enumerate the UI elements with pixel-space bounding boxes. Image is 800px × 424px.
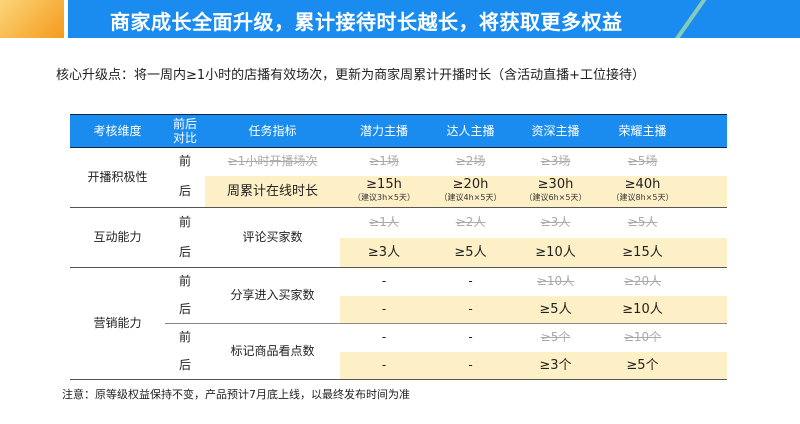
value-cell: ≥10人 xyxy=(513,237,598,268)
before-label: 前 xyxy=(178,154,191,169)
dimension-cell: 营销能力 xyxy=(70,267,165,380)
before-label: 前 xyxy=(178,274,191,289)
value-cell: ≥5人 xyxy=(428,237,513,268)
before-label: 前 xyxy=(178,215,191,230)
value-cell: - xyxy=(340,295,428,324)
value-cell: ≥20人 xyxy=(623,274,662,289)
value-cell: ≥3人 xyxy=(340,237,428,268)
task-cell: 周累计在线时长 xyxy=(205,175,340,208)
after-label: 后 xyxy=(165,295,205,324)
value-cell: ≥5场 xyxy=(627,154,658,169)
after-label: 后 xyxy=(165,175,205,208)
table-header: 考核维度 前后对比 任务指标 潜力主播 达人主播 资深主播 荣耀主播 xyxy=(70,114,727,148)
header-cell: 达人主播 xyxy=(428,114,513,148)
header-cell: 资深主播 xyxy=(513,114,598,148)
value-cell: - xyxy=(468,330,473,345)
value-cell: ≥3个 xyxy=(513,351,598,380)
value-cell: ≥10人 xyxy=(598,295,727,324)
footnote: 注意：原等级权益保持不变，产品预计7月底上线，以最终发布时间为准 xyxy=(62,388,410,401)
table-row: 后 - - ≥5人 ≥10人 xyxy=(70,295,727,324)
table-row: 营销能力 前 分享进入买家数 - - ≥10人 ≥20人 xyxy=(70,267,727,380)
table-row: 后 周累计在线时长 ≥15h （建议3h×5天） ≥20h （建议4h×5天） ≥3… xyxy=(70,175,727,208)
table-row: 后 ≥3人 ≥5人 ≥10人 ≥15人 xyxy=(70,237,727,268)
value-cell: - xyxy=(428,351,513,380)
task-cell: ≥1小时开播场次 xyxy=(227,154,318,169)
value-cell: ≥15人 xyxy=(598,237,727,268)
value-cell: - xyxy=(468,274,473,289)
task-cell: 分享进入买家数 xyxy=(205,267,340,324)
value-cell: ≥2人 xyxy=(455,215,486,230)
before-label: 前 xyxy=(178,330,191,345)
banner-accent xyxy=(0,0,64,38)
value-cell: ≥10人 xyxy=(536,274,575,289)
value-cell: ≥40h （建议8h×5天） xyxy=(598,175,727,208)
header-cell: 考核维度 xyxy=(70,114,165,148)
criteria-table: 考核维度 前后对比 任务指标 潜力主播 达人主播 资深主播 荣耀主播 开播积极性… xyxy=(70,114,727,380)
task-cell: 标记商品看点数 xyxy=(205,323,340,380)
value-cell: ≥1人 xyxy=(369,215,399,230)
value-cell: ≥1场 xyxy=(369,154,399,169)
value-cell: - xyxy=(428,295,513,324)
value-cell: - xyxy=(340,351,428,380)
value-cell: ≥10个 xyxy=(623,330,662,345)
value-cell: ≥5人 xyxy=(627,215,658,230)
value-cell: - xyxy=(381,274,387,289)
value-cell: ≥5个 xyxy=(598,351,727,380)
table-row: 后 - - ≥3个 ≥5个 xyxy=(70,351,727,380)
dimension-cell: 开播积极性 xyxy=(70,147,165,208)
page-title: 商家成长全面升级，累计接待时长越长，将获取更多权益 xyxy=(110,10,623,34)
value-cell: ≥20h （建议4h×5天） xyxy=(428,175,513,208)
header-cell: 潜力主播 xyxy=(340,114,428,148)
value-cell: - xyxy=(381,330,387,345)
value-cell: ≥15h （建议3h×5天） xyxy=(340,175,428,208)
banner-bar: 商家成长全面升级，累计接待时长越长，将获取更多权益 xyxy=(68,0,800,38)
table-row: 前 标记商品看点数 - - ≥5个 ≥10个 xyxy=(70,323,727,380)
after-label: 后 xyxy=(165,237,205,268)
value-cell: ≥2场 xyxy=(455,154,486,169)
header-cell: 荣耀主播 xyxy=(598,114,727,148)
value-cell: ≥5个 xyxy=(540,330,571,345)
value-cell: ≥5人 xyxy=(513,295,598,324)
value-cell: ≥3人 xyxy=(540,215,571,230)
task-cell: 评论买家数 xyxy=(205,207,340,268)
table-row: 互动能力 前 评论买家数 ≥1人 ≥2人 ≥3人 ≥5人 xyxy=(70,207,727,268)
subtitle: 核心升级点：将一周内≥1小时的店播有效场次，更新为商家周累计开播时长（含活动直播… xyxy=(56,68,646,83)
value-cell: ≥30h （建议6h×5天） xyxy=(513,175,598,208)
after-label: 后 xyxy=(165,351,205,380)
header-cell: 任务指标 xyxy=(205,114,340,148)
table-row: 开播积极性 前 ≥1小时开播场次 ≥1场 ≥2场 ≥3场 ≥5场 xyxy=(70,147,727,208)
title-banner: 商家成长全面升级，累计接待时长越长，将获取更多权益 xyxy=(0,0,800,38)
header-cell: 前后对比 xyxy=(165,114,205,148)
value-cell: ≥3场 xyxy=(540,154,571,169)
dimension-cell: 互动能力 xyxy=(70,207,165,268)
